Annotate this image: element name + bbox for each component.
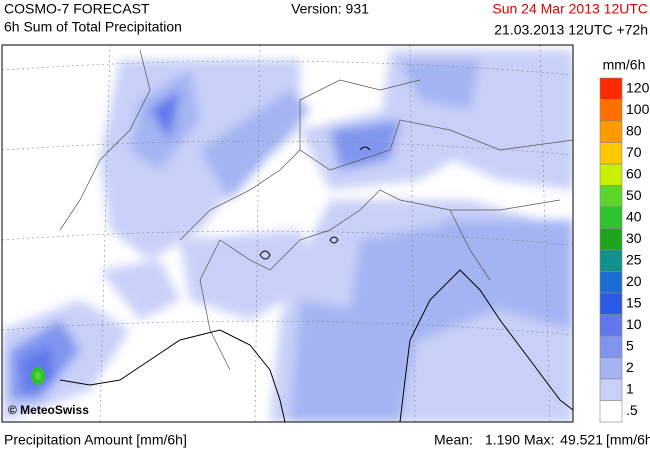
legend-swatch: [599, 292, 623, 315]
legend-swatch: [599, 335, 623, 358]
legend-swatch: [599, 314, 623, 337]
copyright: © MeteoSwiss: [8, 403, 89, 417]
max-unit: [mm/6h]: [606, 432, 650, 448]
legend-label: 30: [626, 230, 642, 246]
legend-swatch: [599, 249, 623, 272]
graticule: [2, 45, 573, 422]
legend-swatch: [599, 142, 623, 165]
legend-label: 10: [626, 316, 642, 332]
legend-label: .5: [626, 402, 638, 418]
legend-swatch: [599, 357, 623, 380]
max-label: Max:: [524, 432, 554, 448]
legend-label: 120: [626, 79, 650, 95]
mean-label: Mean:: [434, 432, 473, 448]
legend-swatch: [599, 77, 623, 100]
product-title: COSMO-7 FORECAST: [4, 1, 150, 17]
map: © MeteoSwiss: [2, 45, 573, 422]
max-value: 49.521: [560, 432, 603, 448]
legend-label: 70: [626, 144, 642, 160]
map-frame: [1, 44, 574, 423]
run-time: 21.03.2013 12UTC +72h: [494, 22, 648, 38]
legend-label: 5: [626, 337, 634, 353]
legend-swatch: [599, 99, 623, 122]
legend-label: 2: [626, 359, 634, 375]
legend-swatch: [599, 163, 623, 186]
legend-swatch: [599, 185, 623, 208]
legend: 120 100 80 70 60 50 40 30 25 20 15 10 5 2 1 .5: [599, 77, 650, 423]
legend-label: 40: [626, 208, 642, 224]
legend-swatch: [599, 400, 623, 423]
legend-swatch: [599, 120, 623, 143]
precipitation-field: [2, 50, 573, 422]
legend-label: 100: [626, 101, 650, 117]
quantity-label: Precipitation Amount [mm/6h]: [4, 432, 187, 448]
legend-label: 25: [626, 251, 642, 267]
legend-label: 1: [626, 380, 634, 396]
version: Version: 931: [291, 1, 369, 17]
legend-swatch: [599, 271, 623, 294]
legend-label: 15: [626, 294, 642, 310]
mean-value: 1.190: [485, 432, 520, 448]
valid-time: Sun 24 Mar 2013 12UTC: [492, 1, 648, 17]
legend-unit: mm/6h: [603, 57, 646, 73]
legend-swatch: [599, 206, 623, 229]
legend-label: 60: [626, 165, 642, 181]
precip-max-core: [35, 372, 41, 380]
subtitle: 6h Sum of Total Precipitation: [4, 19, 182, 35]
legend-swatch: [599, 228, 623, 251]
legend-label: 50: [626, 187, 642, 203]
legend-label: 80: [626, 122, 642, 138]
coastline: [59, 146, 573, 422]
borders: [59, 49, 573, 371]
legend-label: 20: [626, 273, 642, 289]
legend-swatch: [599, 378, 623, 401]
